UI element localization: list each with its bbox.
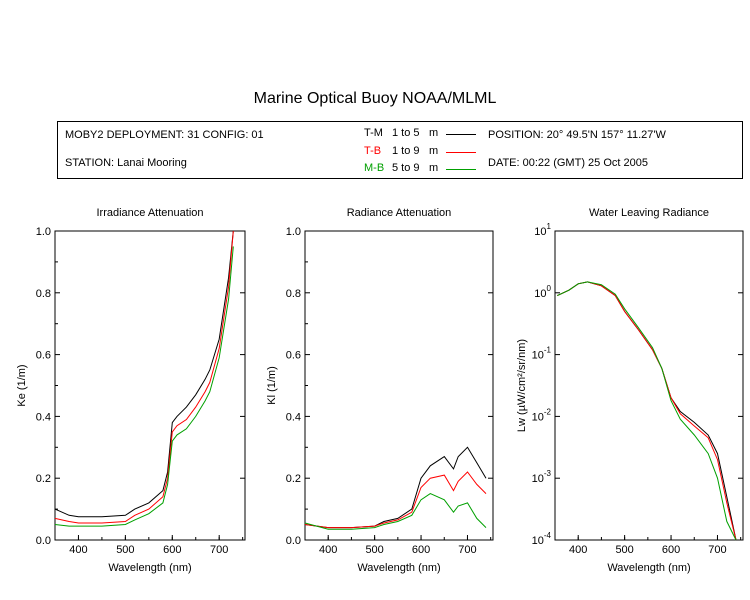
chart-panel-3: Water Leaving Radiance 400 500 600 700 Wavele…: [516, 207, 744, 574]
deployment-text: MOBY2 DEPLOYMENT: 31 CONFIG: 01: [65, 129, 264, 141]
series-line-t-b: [304, 471, 487, 529]
x-tick-label: 600: [662, 544, 680, 556]
y-tick-label: 100: [534, 284, 551, 300]
x-tick-label: 400: [319, 544, 337, 556]
chart-title: Radiance Attenuation: [347, 207, 452, 219]
x-tick-label: 700: [210, 544, 228, 556]
y-tick-label: 0.8: [36, 288, 51, 300]
legend-code-mb: M-B: [364, 162, 385, 174]
y-tick-label: 0.4: [286, 411, 301, 423]
y-tick-label: 0.6: [36, 350, 51, 362]
series-line-m-b: [54, 246, 234, 527]
y-tick-exponent: 1: [547, 222, 552, 231]
y-axis-label: Lw (µW/cm²/sr/nm): [516, 339, 528, 432]
series-line-t-b: [557, 281, 737, 541]
x-tick-label: 600: [163, 544, 181, 556]
legend-code-tb: T-B: [364, 145, 382, 157]
series-line-t-m: [304, 446, 487, 529]
x-tick-label: 500: [365, 544, 383, 556]
y-axis-label: Ke (1/m): [16, 364, 28, 406]
chart-title: Water Leaving Radiance: [589, 207, 709, 219]
y-tick-exponent: -3: [544, 469, 552, 478]
info-box: MOBY2 DEPLOYMENT: 31 CONFIG: 01 STATION:…: [57, 121, 743, 179]
plot-frame: [54, 230, 246, 541]
x-tick-label: 700: [708, 544, 726, 556]
series-line-m-b: [304, 493, 487, 530]
station-text: STATION: Lanai Mooring: [65, 157, 187, 169]
chart-title: Irradiance Attenuation: [96, 207, 203, 219]
y-tick-label: 0.4: [36, 411, 51, 423]
y-tick-label: 0.6: [286, 350, 301, 362]
y-tick-label: 0.8: [286, 288, 301, 300]
y-tick-label: 0.0: [36, 535, 51, 547]
position-text: POSITION: 20° 49.5'N 157° 11.27'W: [488, 129, 666, 141]
y-tick-exponent: 0: [547, 284, 552, 293]
x-axis-label: Wavelength (nm): [108, 562, 191, 574]
y-tick-exponent: -4: [544, 531, 552, 540]
series-line-t-m: [557, 281, 737, 541]
series-line-t-b: [54, 230, 234, 524]
x-tick-label: 600: [412, 544, 430, 556]
y-tick-exponent: -2: [544, 407, 552, 416]
chart-panel-2: Radiance Attenuation 400 500 600 700 Waveleng…: [266, 207, 494, 574]
x-tick-label: 700: [458, 544, 476, 556]
page-title: Marine Optical Buoy NOAA/MLML: [253, 90, 497, 107]
plot-frame: [304, 230, 494, 541]
plot-frame: [554, 230, 744, 541]
legend-unit-tm: m: [429, 127, 439, 139]
legend-unit-tb: m: [429, 145, 439, 157]
y-tick-exponent: -1: [544, 346, 552, 355]
y-tick-label: 10-2: [532, 407, 552, 423]
legend-range-mb: 5 to 9: [392, 162, 420, 174]
y-tick-label: 10-4: [532, 531, 552, 547]
legend-line-tb: [446, 152, 476, 153]
y-tick-label: 1.0: [36, 226, 51, 238]
y-tick-label: 101: [534, 222, 551, 238]
x-axis-label: Wavelength (nm): [357, 562, 440, 574]
y-tick-label: 10-1: [532, 346, 552, 362]
x-tick-label: 500: [615, 544, 633, 556]
y-tick-label: 10-3: [532, 469, 552, 485]
legend-line-tm: [446, 134, 476, 135]
chart-panel-1: Irradiance Attenuation 400 500 600 700 Wavele…: [16, 207, 246, 574]
y-tick-label: 0.2: [286, 473, 301, 485]
date-text: DATE: 00:22 (GMT) 25 Oct 2005: [488, 157, 648, 169]
series-line-t-m: [54, 230, 234, 518]
legend-range-tm: 1 to 5: [392, 127, 420, 139]
x-tick-label: 500: [116, 544, 134, 556]
legend-range-tb: 1 to 9: [392, 145, 420, 157]
legend-line-mb: [446, 169, 476, 170]
x-axis-label: Wavelength (nm): [607, 562, 690, 574]
x-tick-label: 400: [69, 544, 87, 556]
y-axis-label: Kl (1/m): [266, 366, 278, 405]
legend-code-tm: T-M: [364, 127, 383, 139]
series-line-m-b: [557, 281, 737, 541]
y-tick-label: 0.2: [36, 473, 51, 485]
y-tick-label: 0.0: [286, 535, 301, 547]
x-tick-label: 400: [569, 544, 587, 556]
y-tick-label: 1.0: [286, 226, 301, 238]
legend-unit-mb: m: [429, 162, 439, 174]
